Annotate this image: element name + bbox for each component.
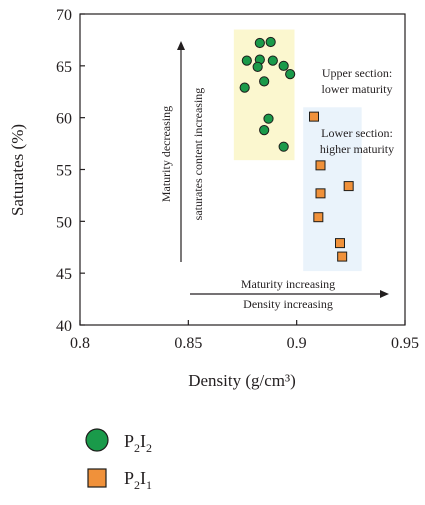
horizontal-arrow: Maturity increasing Density increasing bbox=[190, 277, 389, 311]
horizontal-arrow-label1: Maturity increasing bbox=[241, 277, 335, 291]
legend-p2i2-sub2: 2 bbox=[146, 441, 152, 455]
upper-region bbox=[233, 29, 295, 161]
point-p2i2 bbox=[252, 61, 263, 72]
lower-section-annotation: Lower section: higher maturity bbox=[320, 126, 394, 156]
y-axis-label: Saturates (%) bbox=[8, 124, 27, 216]
legend-label-p2i1: P2I1 bbox=[124, 468, 152, 492]
point-p2i1 bbox=[313, 212, 324, 223]
legend-p2i2-sub1: 2 bbox=[134, 441, 140, 455]
y-tick-label: 60 bbox=[56, 111, 72, 128]
legend-p2i1-base: P bbox=[124, 468, 134, 488]
legend-p2i2-base: P bbox=[124, 431, 134, 451]
upper-section-line2: lower maturity bbox=[322, 82, 393, 96]
point-p2i2 bbox=[259, 76, 270, 87]
legend-p2i1-sub1: 2 bbox=[134, 478, 140, 492]
point-p2i2 bbox=[278, 141, 289, 152]
y-tick-label: 40 bbox=[56, 318, 72, 335]
lower-section-line2: higher maturity bbox=[320, 142, 394, 156]
vertical-arrow: Maturity decreasing saturates content in… bbox=[159, 41, 205, 262]
point-p2i2 bbox=[263, 113, 274, 124]
horizontal-arrow-head bbox=[380, 290, 389, 298]
x-tick-label: 0.85 bbox=[174, 335, 202, 352]
y-tick-label: 45 bbox=[56, 266, 72, 283]
legend-p2i1-sub2: 1 bbox=[146, 478, 152, 492]
point-p2i1 bbox=[337, 251, 348, 262]
point-p2i2 bbox=[285, 69, 296, 80]
legend-p2i2-mid: I bbox=[140, 431, 146, 451]
vertical-arrow-label2: saturates content increasing bbox=[191, 88, 205, 221]
point-p2i2 bbox=[241, 55, 252, 66]
legend-p2i1-mid: I bbox=[140, 468, 146, 488]
vertical-arrow-head bbox=[177, 41, 185, 50]
legend-square-marker bbox=[87, 468, 107, 488]
legend: P2I2 P2I1 bbox=[85, 428, 152, 492]
y-tick-label: 55 bbox=[56, 163, 72, 180]
vertical-arrow-label1: Maturity decreasing bbox=[159, 106, 173, 202]
ticks: 0.8 0.85 0.9 0.95 40 45 50 55 60 65 70 bbox=[56, 7, 419, 352]
legend-item-p2i1: P2I1 bbox=[87, 468, 152, 492]
x-tick-label: 0.9 bbox=[287, 335, 307, 352]
point-p2i2 bbox=[267, 55, 278, 66]
point-p2i2 bbox=[254, 37, 265, 49]
data-points bbox=[239, 36, 354, 262]
point-p2i1 bbox=[309, 111, 319, 122]
legend-label-p2i2: P2I2 bbox=[124, 431, 152, 455]
x-tick-label: 0.95 bbox=[391, 335, 419, 352]
upper-section-annotation: Upper section: lower maturity bbox=[322, 66, 393, 96]
point-p2i2 bbox=[259, 125, 270, 136]
y-tick-label: 70 bbox=[56, 7, 72, 24]
point-p2i1 bbox=[315, 160, 326, 171]
legend-item-p2i2: P2I2 bbox=[85, 428, 152, 455]
point-p2i1 bbox=[343, 181, 354, 192]
horizontal-arrow-label2: Density increasing bbox=[243, 297, 333, 311]
point-p2i1 bbox=[335, 238, 345, 249]
y-tick-label: 65 bbox=[56, 59, 72, 76]
lower-section-line1: Lower section: bbox=[321, 126, 393, 140]
point-p2i2 bbox=[265, 36, 276, 48]
point-p2i2 bbox=[239, 82, 250, 93]
legend-circle-marker bbox=[85, 428, 109, 452]
x-tick-label: 0.8 bbox=[70, 335, 90, 352]
upper-section-line1: Upper section: bbox=[322, 66, 392, 80]
y-tick-label: 50 bbox=[56, 214, 72, 231]
point-p2i2 bbox=[278, 60, 289, 71]
x-axis-label: Density (g/cm³) bbox=[188, 371, 296, 390]
point-p2i1 bbox=[315, 188, 326, 199]
